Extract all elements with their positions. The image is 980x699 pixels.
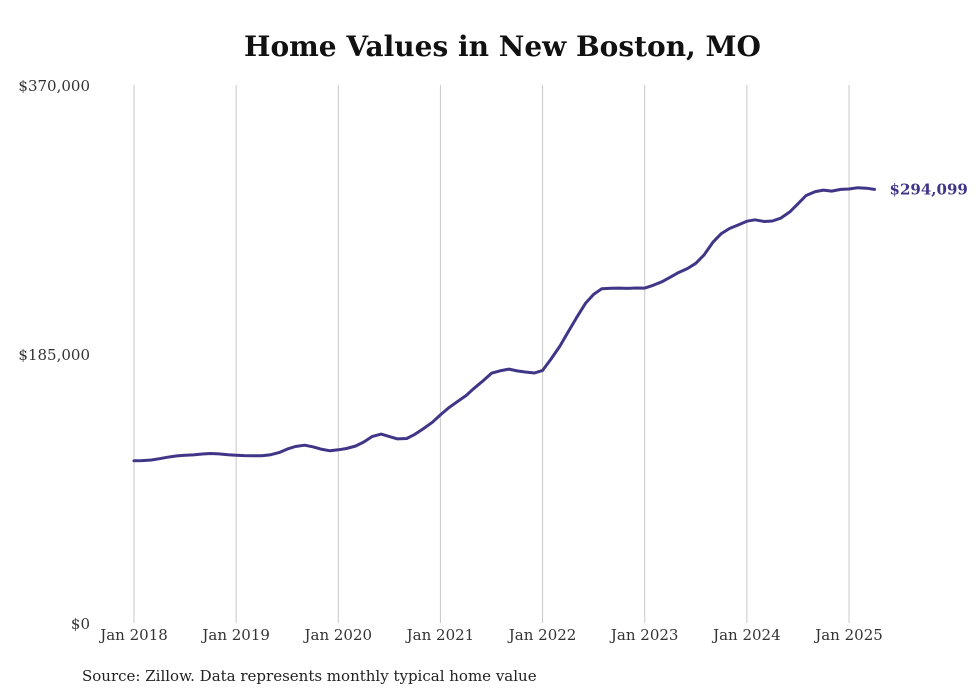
chart-title: Home Values in New Boston, MO <box>244 30 761 63</box>
x-tick-label: Jan 2018 <box>98 626 168 644</box>
x-tick-label: Jan 2024 <box>711 626 781 644</box>
y-tick-label: $0 <box>71 615 90 633</box>
end-value-label: $294,099 <box>890 180 968 198</box>
y-tick-label: $370,000 <box>18 77 90 95</box>
x-tick-label: Jan 2020 <box>303 626 373 644</box>
x-tick-label: Jan 2021 <box>405 626 475 644</box>
x-tick-label: Jan 2023 <box>609 626 679 644</box>
series-line <box>132 186 876 463</box>
x-axis: Jan 2018 Jan 2019 Jan 2020 Jan 2021 Jan 2022… <box>98 626 883 644</box>
y-tick-label: $185,000 <box>18 346 90 364</box>
source-note: Source: Zillow. Data represents monthly … <box>82 667 537 685</box>
x-tick-label: Jan 2019 <box>200 626 270 644</box>
x-tick-label: Jan 2022 <box>507 626 577 644</box>
x-tick-label: Jan 2025 <box>813 626 883 644</box>
gridlines <box>133 85 850 623</box>
y-axis: $0 $185,000 $370,000 <box>18 77 90 633</box>
